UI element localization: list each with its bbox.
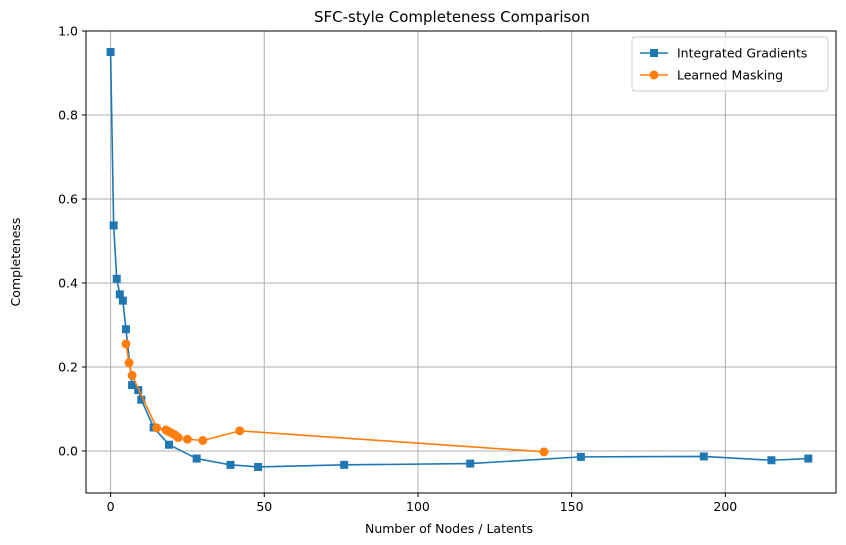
y-tick-label: 0.6 [58,192,78,207]
series-layer [106,48,813,471]
data-point [767,456,776,465]
legend-marker [649,70,659,80]
x-tick-label: 200 [713,499,737,514]
legend-entry: Learned Masking [640,68,783,83]
series-line [109,51,809,468]
y-tick-label: 1.0 [58,24,78,39]
data-point [137,395,146,404]
x-axis-label: Number of Nodes / Latents [365,521,533,536]
data-point [539,447,549,457]
data-point [198,436,208,445]
y-tick-label: 0.0 [58,444,78,459]
legend-label: Learned Masking [677,68,783,83]
y-tick-label: 0.2 [58,360,78,375]
data-point [182,434,192,444]
data-point [226,460,235,469]
y-tick-label: 0.8 [58,108,78,123]
data-point [699,452,708,461]
grid [86,30,836,493]
data-point [124,358,134,368]
x-tick-label: 0 [107,499,115,514]
legend-label: Integrated Gradients [677,46,807,61]
data-point [118,296,127,305]
data-point [106,48,115,56]
chart-title: SFC-style Completeness Comparison [314,8,590,26]
legend-marker [650,49,658,57]
x-tick-label: 50 [256,499,272,514]
data-point [173,433,183,443]
x-tick-label: 100 [406,499,430,514]
data-point [128,381,137,390]
data-point [466,459,475,468]
data-point [254,462,263,471]
data-point [804,454,813,463]
series-learned-masking [121,339,549,457]
data-point [115,290,124,299]
legend: Integrated Gradients Learned Masking [631,36,829,92]
data-point [127,370,137,380]
legend-entry: Integrated Gradients [640,46,807,61]
x-tick-label: 150 [560,499,584,514]
data-point [192,454,201,463]
data-point [340,460,349,469]
data-point [112,274,121,283]
data-point [121,339,131,349]
y-tick-label: 0.4 [58,276,78,291]
data-point [109,221,118,230]
legend-box [631,36,829,92]
series-integrated-gradients [106,48,813,471]
data-point [152,423,162,433]
data-point [576,452,585,461]
data-point [235,426,245,436]
y-axis-label: Completeness [8,218,23,307]
ticks: 0 50 100 150 200 0.0 0.2 0.4 0.6 0.8 1.0 [58,24,737,515]
data-point [121,325,130,334]
plot-frame [85,30,837,494]
data-point [164,440,173,449]
